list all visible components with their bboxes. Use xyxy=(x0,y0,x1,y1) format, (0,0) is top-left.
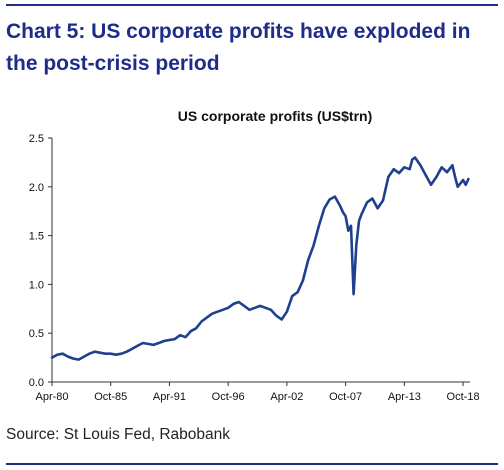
y-tick-label: 1.5 xyxy=(29,231,44,243)
x-tick-label: Apr-91 xyxy=(153,391,186,403)
chart-title: US corporate profits (US$trn) xyxy=(178,108,372,124)
y-tick-label: 2.0 xyxy=(29,182,44,194)
bottom-rule xyxy=(6,463,498,465)
series-line xyxy=(50,156,470,361)
y-tick-label: 2.5 xyxy=(29,133,44,145)
y-tick-label: 1.0 xyxy=(29,279,44,291)
x-tick-label: Oct-85 xyxy=(94,391,127,403)
x-tick-label: Oct-18 xyxy=(447,391,480,403)
y-tick-label: 0.0 xyxy=(29,377,44,389)
x-tick-label: Apr-13 xyxy=(388,391,421,403)
y-axis: 0.0 0.5 1.0 1.5 2.0 2.5 xyxy=(29,133,53,389)
x-tick-label: Apr-80 xyxy=(35,391,68,403)
plot-area xyxy=(50,156,470,361)
x-axis: Apr-80 Oct-85 Apr-91 Oct-96 Apr-02 Oct-07 Apr-… xyxy=(35,381,480,403)
source-note: Source: St Louis Fed, Rabobank xyxy=(6,426,231,443)
page-title: Chart 5: US corporate profits have explo… xyxy=(6,16,496,80)
headline-line-2: the post-crisis period xyxy=(6,52,220,75)
x-tick-label: Oct-96 xyxy=(212,391,245,403)
headline-line-1: Chart 5: US corporate profits have explo… xyxy=(6,20,471,43)
x-tick-label: Oct-07 xyxy=(329,391,362,403)
line-chart: US corporate profits (US$trn) 0.0 0.5 1.0 1… xyxy=(29,108,480,403)
x-tick-label: Apr-02 xyxy=(270,391,303,403)
y-tick-label: 0.5 xyxy=(29,328,44,340)
top-rule xyxy=(6,4,498,6)
